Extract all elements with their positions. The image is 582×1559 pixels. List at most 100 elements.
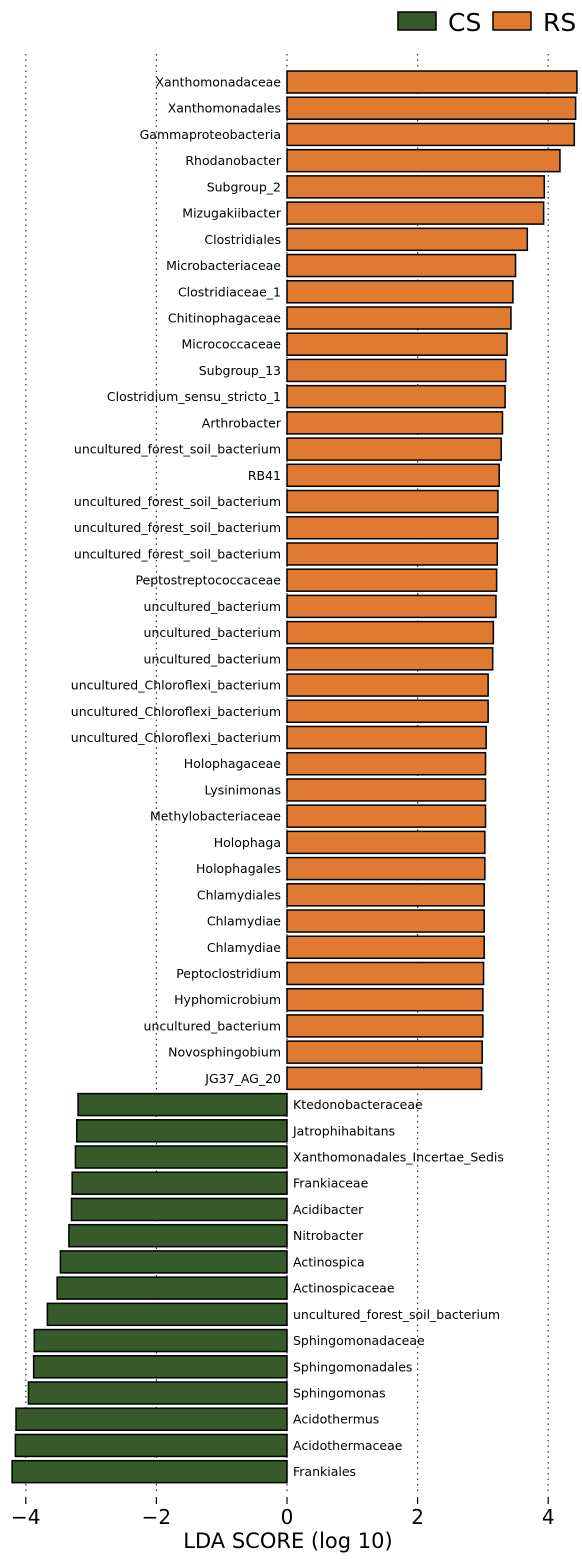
x-tick-label-3: 2	[411, 1505, 424, 1529]
bar-label-29: Holophaga	[214, 835, 281, 850]
bar-rs-21	[286, 620, 495, 645]
bar-rs-23	[286, 673, 489, 697]
bar-label-35: Hyphomicrobium	[174, 992, 281, 1007]
bar-label-23: uncultured_Chloroflexi_bacterium	[71, 678, 281, 693]
bar-cs-47	[46, 1302, 288, 1327]
legend-swatch-cs	[397, 11, 437, 31]
bar-label-51: Acidothermus	[293, 1412, 379, 1427]
bar-cs-39	[77, 1092, 288, 1117]
bar-rs-33	[286, 935, 485, 960]
bar-label-2: Gammaproteobacteria	[140, 127, 281, 142]
bar-label-33: Chlamydiae	[207, 940, 281, 955]
bar-label-39: Ktedonobacteraceae	[293, 1097, 423, 1112]
bar-label-37: Novosphingobium	[168, 1045, 281, 1060]
bar-label-1: Xanthomonadales	[168, 101, 281, 116]
bar-label-34: Peptoclostridium	[176, 966, 281, 981]
bar-label-42: Frankiaceae	[293, 1176, 369, 1191]
legend-swatch-rs	[492, 11, 532, 31]
bar-rs-0	[286, 70, 578, 94]
bar-rs-17	[286, 515, 499, 540]
bar-label-20: uncultured_bacterium	[144, 599, 281, 614]
bar-label-5: Mizugakiibacter	[182, 206, 282, 221]
bar-rs-25	[286, 725, 487, 750]
bar-label-7: Microbacteriaceae	[166, 258, 281, 273]
bar-label-4: Subgroup_2	[207, 179, 281, 194]
bar-rs-9	[286, 306, 512, 330]
x-axis: −4 −2 0 2 4	[11, 1497, 555, 1529]
legend-label-rs: RS	[543, 8, 576, 37]
bar-label-40: Jatrophihabitans	[292, 1123, 395, 1138]
bar-rs-2	[286, 122, 576, 147]
bar-label-25: uncultured_Chloroflexi_bacterium	[71, 730, 281, 745]
x-tick-label-2: 0	[281, 1505, 294, 1529]
bar-label-8: Clostridiaceae_1	[178, 284, 281, 299]
bar-cs-42	[71, 1171, 288, 1195]
bar-rs-18	[286, 542, 499, 566]
bar-label-53: Frankiales	[293, 1464, 356, 1479]
bar-rs-22	[286, 647, 494, 671]
bar-rs-30	[286, 856, 486, 881]
bar-label-16: uncultured_forest_soil_bacterium	[74, 494, 281, 509]
bar-rs-20	[286, 594, 497, 619]
bar-rs-26	[286, 751, 487, 776]
bar-rs-35	[286, 987, 484, 1012]
bar-label-22: uncultured_bacterium	[144, 651, 281, 666]
bar-label-30: Holophagales	[196, 861, 281, 876]
bar-label-50: Sphingomonas	[293, 1386, 386, 1401]
bar-rs-11	[286, 358, 507, 383]
bar-label-0: Xanthomonadaceae	[155, 75, 281, 90]
bar-label-46: Actinospicaceae	[293, 1281, 395, 1296]
bar-cs-41	[74, 1145, 288, 1169]
bar-label-24: uncultured_Chloroflexi_bacterium	[71, 704, 281, 719]
bar-rs-38	[286, 1066, 483, 1091]
bar-label-21: uncultured_bacterium	[144, 625, 281, 640]
bar-label-10: Micrococcaceae	[182, 337, 282, 352]
bar-label-43: Acidibacter	[293, 1202, 364, 1217]
bar-rs-1	[286, 96, 577, 120]
bar-cs-40	[75, 1119, 288, 1143]
bar-rs-3	[286, 148, 561, 173]
bar-label-17: uncultured_forest_soil_bacterium	[74, 520, 281, 535]
legend-label-cs: CS	[448, 8, 481, 37]
bar-rs-15	[286, 463, 500, 488]
bar-rs-12	[286, 384, 506, 409]
bar-label-32: Chlamydiae	[207, 914, 281, 929]
bar-cs-46	[56, 1276, 288, 1300]
bar-label-9: Chitinophagaceae	[168, 310, 281, 325]
bar-label-19: Peptostreptococcaceae	[135, 573, 281, 588]
bar-rs-31	[286, 883, 485, 907]
bar-label-47: uncultured_forest_soil_bacterium	[293, 1307, 500, 1322]
bar-label-44: Nitrobacter	[293, 1228, 364, 1243]
bar-rs-36	[286, 1014, 484, 1038]
x-tick-label-1: −2	[142, 1505, 171, 1529]
bar-label-36: uncultured_bacterium	[144, 1018, 281, 1033]
bar-label-26: Holophagaceae	[184, 756, 282, 771]
bar-cs-44	[68, 1223, 288, 1248]
bar-rs-27	[286, 778, 487, 802]
x-tick-label-0: −4	[11, 1505, 40, 1529]
legend: CS RS	[397, 8, 576, 37]
bar-cs-45	[59, 1250, 288, 1274]
bar-label-18: uncultured_forest_soil_bacterium	[74, 546, 281, 561]
x-tick-label-4: 4	[542, 1505, 555, 1529]
bar-label-14: uncultured_forest_soil_bacterium	[74, 442, 281, 457]
bar-rs-37	[286, 1040, 483, 1064]
bar-label-31: Chlamydiales	[197, 887, 281, 902]
bar-cs-52	[14, 1433, 288, 1458]
bar-rs-29	[286, 830, 486, 855]
bar-label-48: Sphingomonadaceae	[293, 1333, 425, 1348]
bar-cs-53	[11, 1459, 288, 1484]
bar-cs-48	[33, 1328, 288, 1353]
bars	[11, 70, 578, 1484]
bar-labels: Xanthomonadaceae Xanthomonadales Gammaprot…	[71, 75, 504, 1480]
bar-rs-14	[286, 437, 502, 461]
bar-rs-10	[286, 332, 508, 356]
bar-label-41: Xanthomonadales_Incertae_Sedis	[293, 1150, 504, 1165]
bar-cs-51	[15, 1407, 288, 1431]
bar-label-45: Actinospica	[293, 1254, 365, 1269]
bar-rs-5	[286, 201, 545, 225]
x-axis-title: LDA SCORE (log 10)	[183, 1529, 392, 1553]
bar-label-49: Sphingomonadales	[293, 1359, 412, 1374]
bar-label-38: JG37_AG_20	[204, 1071, 281, 1086]
